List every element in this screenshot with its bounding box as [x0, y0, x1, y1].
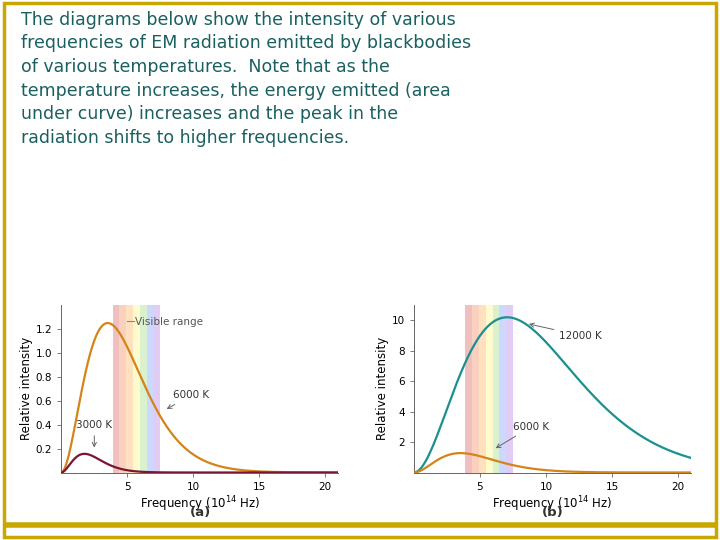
Bar	[479, 305, 486, 472]
Bar	[147, 305, 153, 472]
Y-axis label: Relative intensity: Relative intensity	[19, 337, 33, 441]
Bar	[120, 305, 126, 472]
Bar	[506, 305, 513, 472]
Bar	[486, 305, 492, 472]
Bar	[113, 305, 120, 472]
Bar	[140, 305, 147, 472]
Text: 3000 K: 3000 K	[76, 420, 112, 447]
Text: 12000 K: 12000 K	[530, 323, 602, 341]
Bar	[153, 305, 161, 472]
Bar	[465, 305, 472, 472]
Text: (a): (a)	[189, 505, 211, 519]
Y-axis label: Relative intensity: Relative intensity	[376, 337, 389, 441]
Text: 6000 K: 6000 K	[497, 422, 549, 448]
Bar	[500, 305, 506, 472]
Text: Visible range: Visible range	[135, 317, 203, 327]
X-axis label: Frequency (10$^{14}$ Hz): Frequency (10$^{14}$ Hz)	[492, 494, 613, 514]
Text: (b): (b)	[542, 505, 564, 519]
Bar	[492, 305, 500, 472]
Text: 6000 K: 6000 K	[168, 390, 210, 408]
Bar	[126, 305, 133, 472]
X-axis label: Frequency (10$^{14}$ Hz): Frequency (10$^{14}$ Hz)	[140, 494, 260, 514]
Bar	[472, 305, 479, 472]
Bar	[133, 305, 140, 472]
Text: The diagrams below show the intensity of various
frequencies of EM radiation emi: The diagrams below show the intensity of…	[22, 11, 472, 147]
